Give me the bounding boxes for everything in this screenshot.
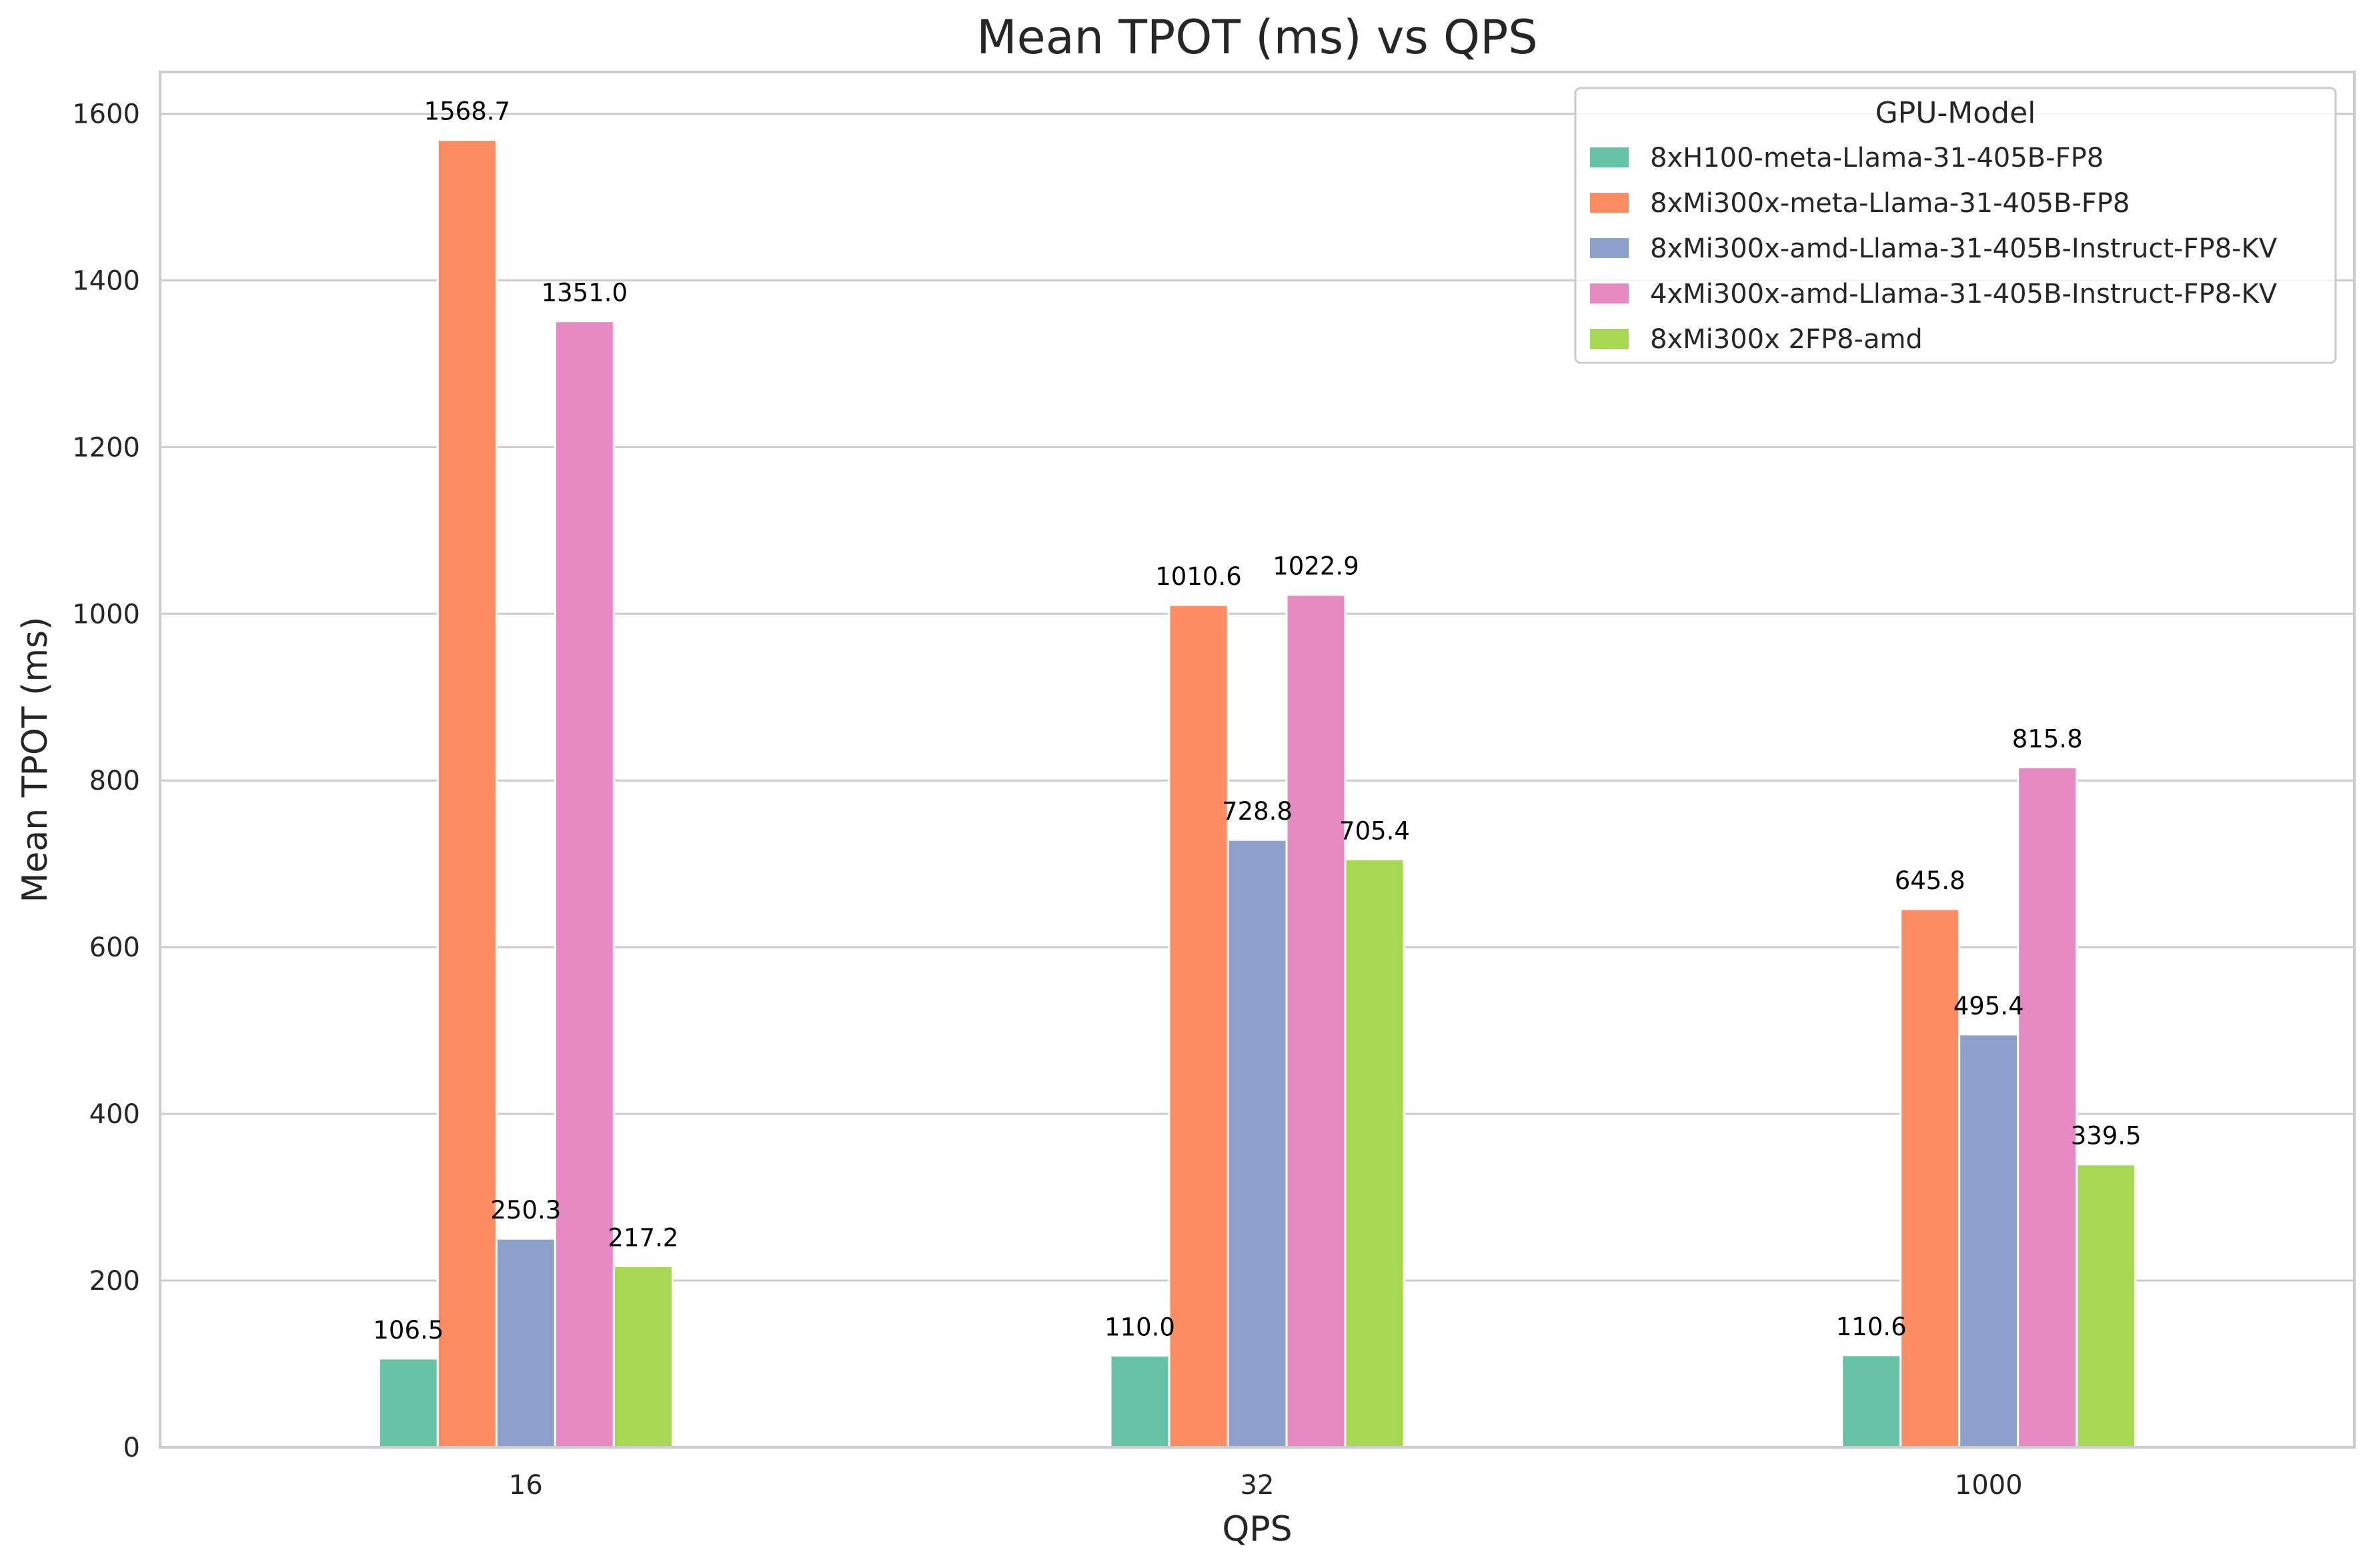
bar [1344, 858, 1405, 1449]
bar-value-label: 1022.9 [1273, 552, 1359, 581]
bar [1958, 1033, 2020, 1449]
x-axis-ticks: 16 32 1000 [509, 1470, 2023, 1501]
bar-value-label: 217.2 [608, 1224, 678, 1253]
legend-box [1574, 87, 2337, 364]
y-tick-label: 0 [123, 1433, 140, 1463]
y-axis-title: Mean TPOT (ms) [15, 617, 55, 903]
y-tick-label: 400 [89, 1099, 140, 1130]
y-tick-label: 200 [89, 1266, 140, 1297]
y-tick-label: 600 [89, 932, 140, 963]
x-tick-label: 16 [509, 1470, 543, 1501]
legend-items: 8xH100-meta-Llama-31-405B-FP8 8xMi300x-me… [1590, 143, 2278, 355]
legend-label: 8xH100-meta-Llama-31-405B-FP8 [1650, 143, 2104, 173]
bar [2076, 1163, 2137, 1449]
bar-value-label: 815.8 [2012, 724, 2083, 753]
bar [1899, 908, 1961, 1449]
bar-value-label: 1351.0 [542, 279, 628, 307]
x-tick-label: 32 [1241, 1470, 1275, 1501]
y-tick-label: 1400 [72, 265, 140, 296]
data-labels: 106.5 1568.7 250.3 1351.0 217.2 110.0 1010.6 72… [373, 97, 2141, 1345]
y-tick-label: 1000 [72, 599, 140, 630]
bar-value-label: 1010.6 [1155, 562, 1241, 591]
legend-swatch [1590, 283, 1629, 303]
bars [377, 139, 2137, 1449]
legend-swatch [1590, 238, 1629, 258]
bar [1109, 1355, 1170, 1449]
bar-value-label: 250.3 [490, 1196, 561, 1225]
legend-swatch [1590, 193, 1629, 213]
bar [495, 1237, 556, 1449]
x-tick-label: 1000 [1955, 1470, 2023, 1501]
legend-title: GPU-Model [1875, 96, 2036, 130]
bar [554, 320, 615, 1449]
legend-swatch [1590, 147, 1629, 167]
bar [436, 139, 498, 1449]
bar-value-label: 705.4 [1339, 816, 1410, 845]
y-tick-label: 1600 [72, 99, 140, 129]
legend-label: 8xMi300x 2FP8-amd [1650, 324, 1923, 355]
bar-value-label: 106.5 [373, 1316, 444, 1345]
legend-label: 4xMi300x-amd-Llama-31-405B-Instruct-FP8-… [1650, 279, 2278, 309]
bar-value-label: 110.6 [1836, 1313, 1907, 1341]
bar-value-label: 645.8 [1895, 866, 1965, 895]
y-tick-label: 1200 [72, 432, 140, 463]
bar [1841, 1354, 1902, 1449]
plot-frame [159, 71, 2356, 1449]
bar [377, 1357, 439, 1449]
chart-title: Mean TPOT (ms) vs QPS [976, 10, 1537, 65]
y-axis-ticks: 0 200 400 600 800 1000 1200 1400 1600 [72, 99, 140, 1463]
bar [612, 1265, 674, 1449]
y-tick-label: 800 [89, 766, 140, 796]
bar [1285, 594, 1347, 1449]
legend-label: 8xMi300x-meta-Llama-31-405B-FP8 [1650, 188, 2130, 219]
bar-value-label: 495.4 [1953, 992, 2024, 1020]
legend-swatch [1590, 329, 1629, 349]
bar-value-label: 728.8 [1222, 797, 1293, 826]
legend: GPU-Model 8xH100-meta-Llama-31-405B-FP88… [1574, 87, 2337, 364]
bar [2017, 766, 2078, 1449]
bar-value-label: 110.0 [1104, 1313, 1175, 1342]
bar [1168, 604, 1229, 1449]
legend-label: 8xMi300x-amd-Llama-31-405B-Instruct-FP8-… [1650, 233, 2278, 264]
bar [1227, 838, 1288, 1449]
x-axis-title: QPS [1222, 1509, 1292, 1549]
bar-value-label: 339.5 [2071, 1122, 2142, 1150]
bar-value-label: 1568.7 [424, 97, 510, 126]
